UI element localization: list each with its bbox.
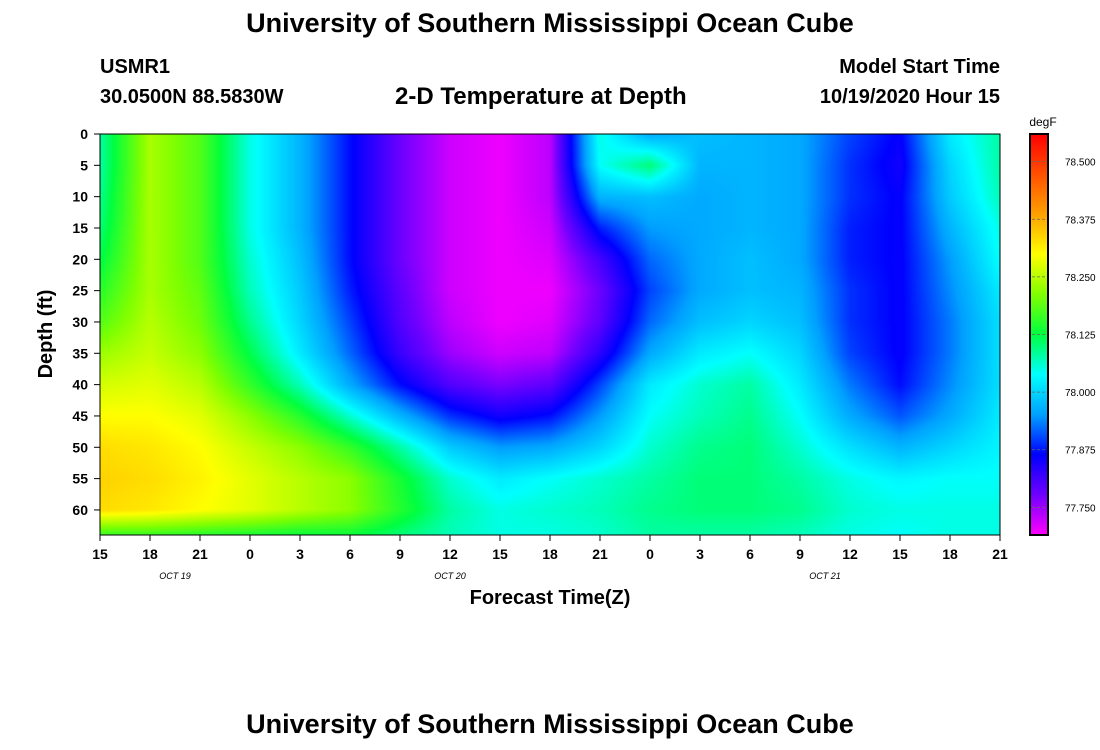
- y-tick-label: 50: [72, 439, 88, 455]
- x-tick-label: 21: [592, 546, 608, 562]
- y-tick-label: 40: [72, 377, 88, 393]
- date-label: OCT 21: [809, 571, 841, 581]
- colorbar-tick-label: 78.500: [1065, 158, 1096, 169]
- x-tick-label: 15: [92, 546, 108, 562]
- date-label: OCT 20: [434, 571, 466, 581]
- x-tick-label: 21: [192, 546, 208, 562]
- x-tick-label: 6: [346, 546, 354, 562]
- x-tick-label: 12: [842, 546, 858, 562]
- y-tick-label: 45: [72, 408, 88, 424]
- x-tick-label: 15: [892, 546, 908, 562]
- x-tick-label: 0: [646, 546, 654, 562]
- x-tick-label: 12: [442, 546, 458, 562]
- y-tick-label: 20: [72, 251, 88, 267]
- plot-title: 2-D Temperature at Depth: [395, 83, 687, 110]
- y-tick-label: 30: [72, 314, 88, 330]
- colorbar: 77.750 77.875 78.000 78.125 78.250 78.375 78.5…: [1029, 133, 1096, 536]
- colorbar-tick-label: 77.875: [1065, 446, 1096, 457]
- station-location: 30.0500N 88.5830W: [100, 86, 284, 108]
- x-tick-label: 0: [246, 546, 254, 562]
- footer-title: University of Southern Mississippi Ocean…: [246, 709, 854, 739]
- station-id: USMR1: [100, 56, 171, 78]
- colorbar-tick-label: 78.250: [1065, 273, 1096, 284]
- y-tick-label: 35: [72, 345, 88, 361]
- colorbar-tick-label: 78.375: [1065, 215, 1096, 226]
- y-axis-label: Depth (ft): [35, 290, 57, 379]
- colorbar-tick-label: 77.750: [1065, 503, 1096, 514]
- model-start-label: Model Start Time: [839, 56, 1000, 78]
- y-tick-label: 0: [80, 126, 88, 142]
- x-tick-label: 18: [142, 546, 158, 562]
- page-title: University of Southern Mississippi Ocean…: [246, 8, 854, 38]
- date-label: OCT 19: [159, 571, 191, 581]
- x-tick-label: 15: [492, 546, 508, 562]
- colorbar-unit: degF: [1029, 115, 1056, 129]
- y-tick-label: 25: [72, 283, 88, 299]
- model-start-time: 10/19/2020 Hour 15: [819, 86, 1000, 108]
- x-tick-label: 9: [396, 546, 404, 562]
- x-tick-label: 9: [796, 546, 804, 562]
- x-tick-label: 18: [942, 546, 958, 562]
- y-axis: 0 5 10 15 20 25 30 35 40 45 50 55 60: [72, 126, 100, 518]
- x-tick-label: 3: [296, 546, 304, 562]
- y-tick-label: 10: [72, 189, 88, 205]
- y-tick-label: 5: [80, 157, 88, 173]
- x-tick-label: 6: [746, 546, 754, 562]
- x-axis-label: Forecast Time(Z): [470, 587, 631, 609]
- y-tick-label: 55: [72, 471, 88, 487]
- y-tick-label: 15: [72, 220, 88, 236]
- colorbar-tick-label: 78.125: [1065, 331, 1096, 342]
- x-tick-label: 18: [542, 546, 558, 562]
- colorbar-tick-label: 78.000: [1065, 388, 1096, 399]
- x-tick-label: 3: [696, 546, 704, 562]
- x-tick-label: 21: [992, 546, 1008, 562]
- y-tick-label: 60: [72, 502, 88, 518]
- heatmap-area: [100, 134, 1000, 535]
